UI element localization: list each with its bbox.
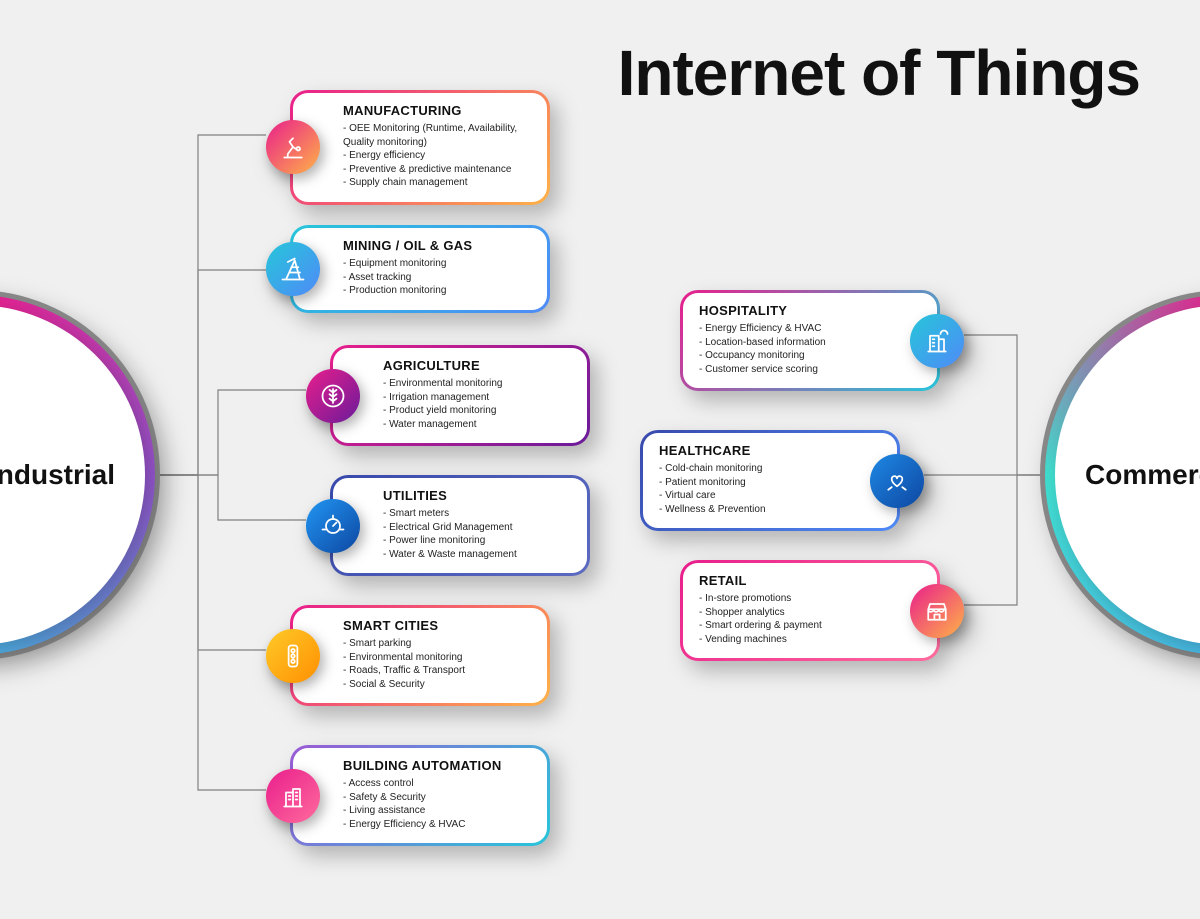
traffic-light-icon — [266, 629, 320, 683]
commercial-hub: Commercial — [1055, 305, 1200, 645]
card-mining-title: MINING / OIL & GAS — [343, 238, 531, 253]
list-item: Vending machines — [699, 633, 887, 647]
list-item: Safety & Security — [343, 791, 531, 805]
oil-rig-icon — [266, 242, 320, 296]
card-smart-cities-items: Smart parkingEnvironmental monitoringRoa… — [343, 637, 531, 691]
list-item: Environmental monitoring — [343, 651, 531, 665]
list-item: Occupancy monitoring — [699, 349, 887, 363]
card-mining-items: Equipment monitoringAsset trackingProduc… — [343, 257, 531, 298]
list-item: Wellness & Prevention — [659, 503, 847, 517]
card-smart-cities: SMART CITIES Smart parkingEnvironmental m… — [290, 605, 550, 706]
card-utilities: UTILITIES Smart metersElectrical Grid Man… — [330, 475, 590, 576]
card-healthcare-title: HEALTHCARE — [659, 443, 847, 458]
card-agriculture: AGRICULTURE Environmental monitoringIrrig… — [330, 345, 590, 446]
list-item: Social & Security — [343, 678, 531, 692]
list-item: Cold-chain monitoring — [659, 462, 847, 476]
card-hospitality: HOSPITALITY Energy Efficiency & HVACLocat… — [680, 290, 940, 391]
list-item: Shopper analytics — [699, 606, 887, 620]
list-item: Irrigation management — [383, 391, 571, 405]
list-item: Product yield monitoring — [383, 404, 571, 418]
card-agriculture-items: Environmental monitoringIrrigation manag… — [383, 377, 571, 431]
storefront-icon — [910, 584, 964, 638]
card-retail-title: RETAIL — [699, 573, 887, 588]
industrial-hub: Industrial — [0, 305, 145, 645]
list-item: Location-based information — [699, 336, 887, 350]
list-item: Preventive & predictive maintenance — [343, 163, 531, 177]
list-item: Smart parking — [343, 637, 531, 651]
list-item: Energy Efficiency & HVAC — [699, 322, 887, 336]
card-utilities-items: Smart metersElectrical Grid ManagementPo… — [383, 507, 571, 561]
wheat-icon — [306, 369, 360, 423]
card-hospitality-items: Energy Efficiency & HVACLocation-based i… — [699, 322, 887, 376]
card-smart-cities-title: SMART CITIES — [343, 618, 531, 633]
building-icon — [266, 769, 320, 823]
list-item: Energy efficiency — [343, 149, 531, 163]
list-item: Production monitoring — [343, 284, 531, 298]
page-title: Internet of Things — [618, 40, 1140, 107]
heart-hands-icon — [870, 454, 924, 508]
list-item: Smart meters — [383, 507, 571, 521]
commercial-hub-label: Commercial — [1085, 459, 1200, 491]
card-manufacturing-title: MANUFACTURING — [343, 103, 531, 118]
card-hospitality-title: HOSPITALITY — [699, 303, 887, 318]
list-item: Energy Efficiency & HVAC — [343, 818, 531, 832]
card-agriculture-title: AGRICULTURE — [383, 358, 571, 373]
industrial-hub-label: Industrial — [0, 459, 115, 491]
list-item: Water & Waste management — [383, 548, 571, 562]
robot-arm-icon — [266, 120, 320, 174]
card-healthcare-items: Cold-chain monitoringPatient monitoringV… — [659, 462, 847, 516]
card-retail: RETAIL In-store promotionsShopper analyti… — [680, 560, 940, 661]
list-item: Supply chain management — [343, 176, 531, 190]
list-item: Equipment monitoring — [343, 257, 531, 271]
list-item: Virtual care — [659, 489, 847, 503]
list-item: Environmental monitoring — [383, 377, 571, 391]
gauge-icon — [306, 499, 360, 553]
card-utilities-title: UTILITIES — [383, 488, 571, 503]
list-item: Roads, Traffic & Transport — [343, 664, 531, 678]
card-building: BUILDING AUTOMATION Access controlSafety … — [290, 745, 550, 846]
list-item: Smart ordering & payment — [699, 619, 887, 633]
list-item: Power line monitoring — [383, 534, 571, 548]
list-item: Patient monitoring — [659, 476, 847, 490]
card-building-items: Access controlSafety & SecurityLiving as… — [343, 777, 531, 831]
hotel-icon — [910, 314, 964, 368]
connector-lines — [0, 0, 1200, 919]
list-item: OEE Monitoring (Runtime, Availability, Q… — [343, 122, 531, 149]
list-item: Electrical Grid Management — [383, 521, 571, 535]
list-item: Customer service scoring — [699, 363, 887, 377]
card-mining: MINING / OIL & GAS Equipment monitoringAs… — [290, 225, 550, 313]
card-manufacturing: MANUFACTURING OEE Monitoring (Runtime, Av… — [290, 90, 550, 205]
card-healthcare: HEALTHCARE Cold-chain monitoringPatient m… — [640, 430, 900, 531]
list-item: In-store promotions — [699, 592, 887, 606]
list-item: Water management — [383, 418, 571, 432]
card-building-title: BUILDING AUTOMATION — [343, 758, 531, 773]
card-retail-items: In-store promotionsShopper analyticsSmar… — [699, 592, 887, 646]
list-item: Asset tracking — [343, 271, 531, 285]
list-item: Living assistance — [343, 804, 531, 818]
list-item: Access control — [343, 777, 531, 791]
card-manufacturing-items: OEE Monitoring (Runtime, Availability, Q… — [343, 122, 531, 190]
